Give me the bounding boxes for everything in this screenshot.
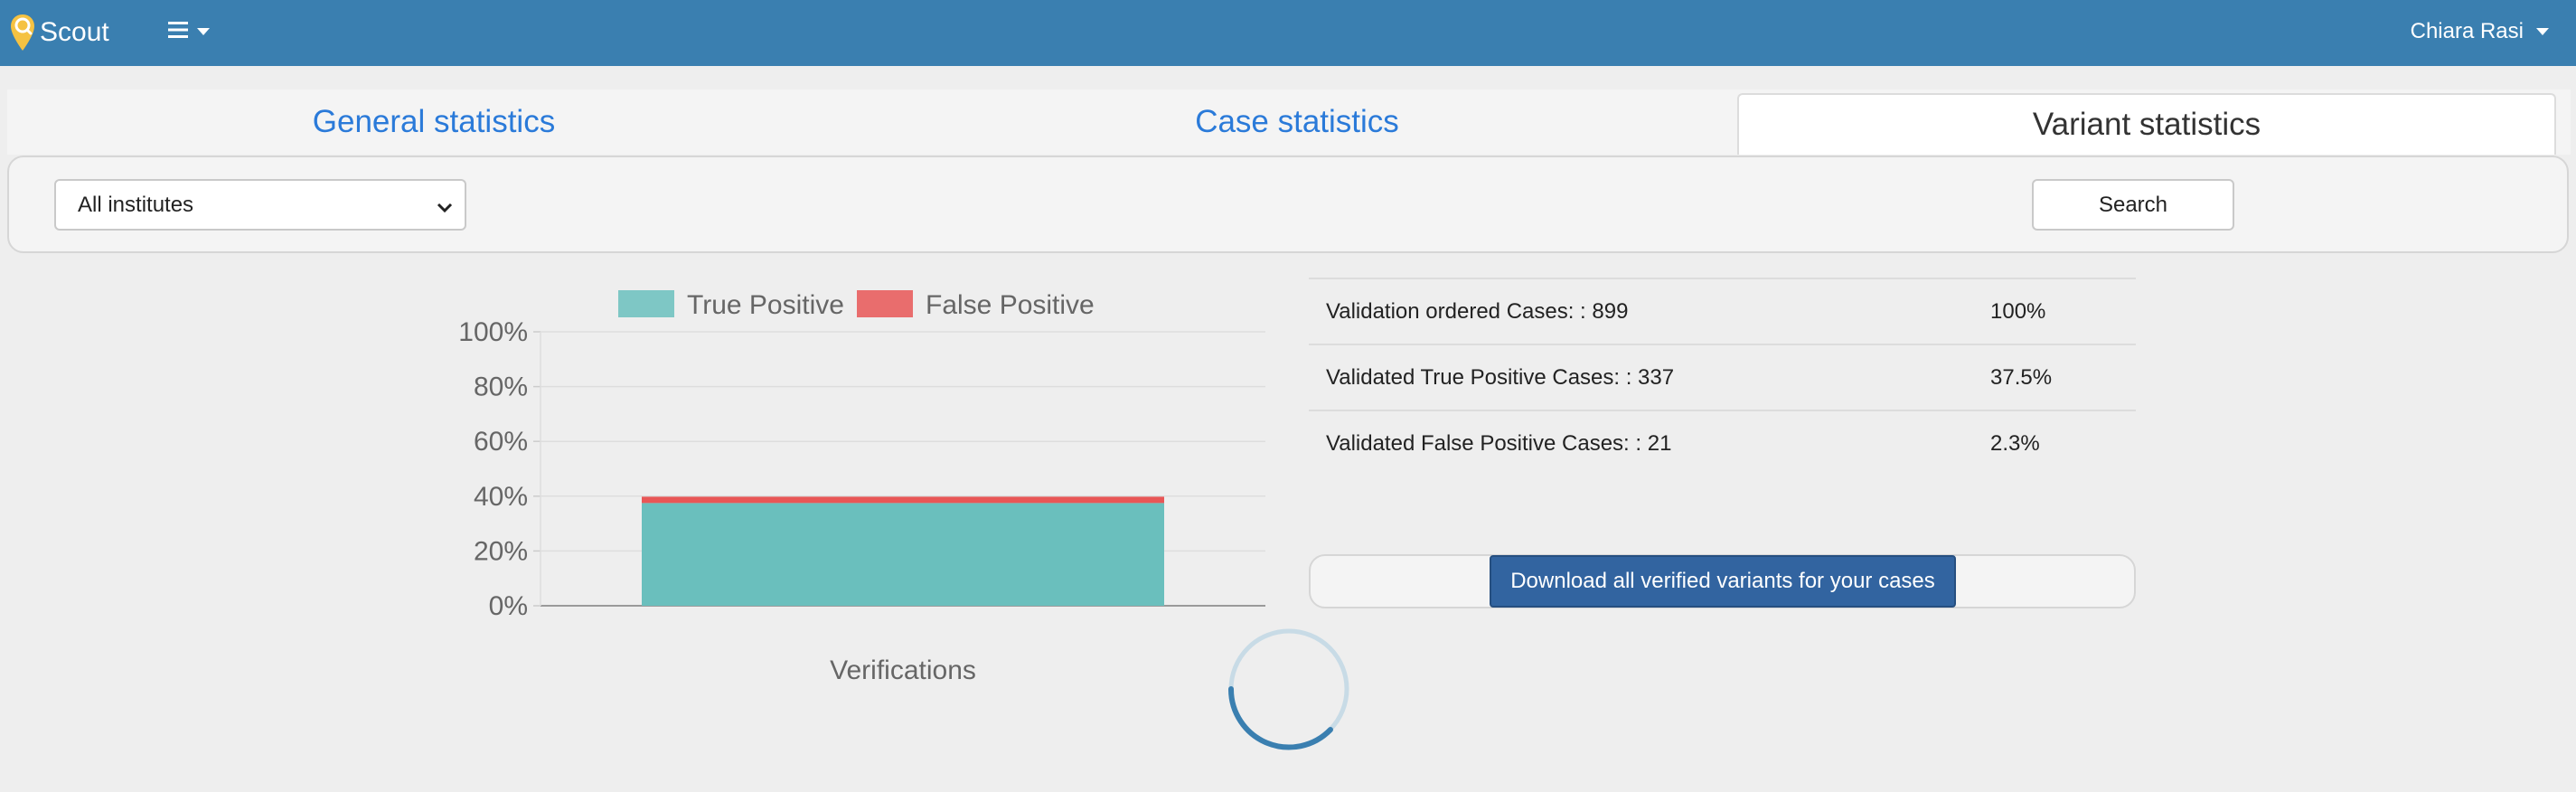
legend-swatch[interactable] — [857, 290, 913, 317]
menu-dropdown-toggle[interactable] — [168, 18, 210, 45]
stat-label: Validated True Positive Cases: : 337 — [1326, 365, 1675, 390]
y-tick-label: 40% — [474, 482, 528, 512]
chevron-down-icon — [436, 197, 454, 222]
y-tick-label: 80% — [474, 372, 528, 402]
y-tick-label: 0% — [489, 591, 528, 621]
search-button[interactable]: Search — [2032, 179, 2234, 231]
institute-select-value: All institutes — [78, 192, 194, 217]
tab-case-statistics[interactable]: Case statistics — [1195, 104, 1399, 139]
y-axis-ticks: 0% 20% 40% 60% 80% 100% — [458, 317, 528, 621]
stat-label: Validated False Positive Cases: : 21 — [1326, 431, 1672, 456]
stat-label: Validation ordered Cases: : 899 — [1326, 299, 1629, 324]
tab-variant-statistics[interactable]: Variant statistics — [1737, 93, 2556, 155]
stat-percent: 100% — [1990, 299, 2046, 324]
x-axis-label: Verifications — [830, 655, 976, 685]
stat-percent: 37.5% — [1990, 365, 2053, 390]
validation-stats-table: Validation ordered Cases: : 899 100% Val… — [1309, 278, 2136, 476]
institute-select[interactable]: All institutes — [54, 179, 466, 231]
legend-label[interactable]: False Positive — [926, 290, 1095, 320]
tab-general-statistics[interactable]: General statistics — [312, 104, 556, 139]
caret-down-icon — [197, 28, 210, 35]
user-name: Chiara Rasi — [2410, 19, 2524, 43]
caret-down-icon — [2536, 28, 2549, 35]
table-row: Validation ordered Cases: : 899 100% — [1309, 278, 2136, 344]
user-menu-toggle[interactable]: Chiara Rasi — [2411, 17, 2549, 46]
loading-spinner-icon — [1227, 628, 1349, 750]
statistics-tabs: General statistics Case statistics Varia… — [7, 90, 2571, 155]
y-tick-label: 20% — [474, 536, 528, 566]
hamburger-icon — [168, 21, 190, 43]
stat-percent: 2.3% — [1990, 431, 2040, 456]
scout-logo-icon — [9, 13, 36, 52]
y-tick-label: 100% — [458, 317, 528, 347]
filter-panel: All institutes Search — [7, 156, 2569, 253]
brand-link[interactable]: Scout — [9, 13, 109, 52]
bar-true-positive[interactable] — [642, 503, 1164, 606]
legend-label[interactable]: True Positive — [687, 290, 844, 320]
download-verified-variants-button[interactable]: Download all verified variants for your … — [1490, 555, 1956, 608]
chart-legend: True Positive False Positive — [618, 290, 1095, 320]
bar-false-positive[interactable] — [642, 496, 1164, 504]
chart-bars — [642, 496, 1164, 606]
top-navbar: Scout Chiara Rasi — [0, 0, 2576, 66]
table-row: Validated True Positive Cases: : 337 37.… — [1309, 344, 2136, 410]
brand-name: Scout — [40, 17, 109, 47]
table-row: Validated False Positive Cases: : 21 2.3… — [1309, 410, 2136, 476]
legend-swatch[interactable] — [618, 290, 674, 317]
verifications-chart: True Positive False Positive 0% 20% 40% 60% 8… — [458, 290, 1265, 685]
y-tick-label: 60% — [474, 427, 528, 457]
